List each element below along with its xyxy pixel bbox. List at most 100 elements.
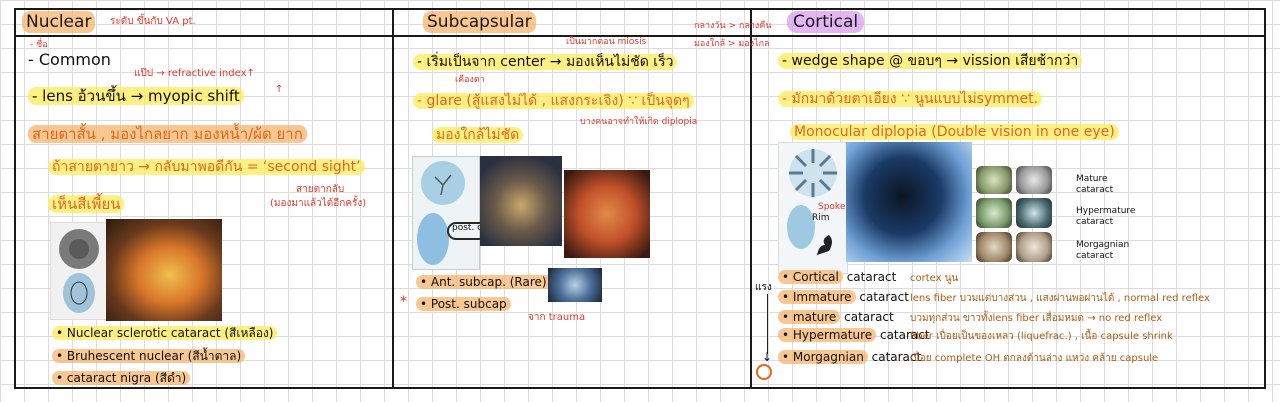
nuclear-item-1: • Nuclear sclerotic cataract (สีเหลือง) [52, 324, 278, 343]
stage-row: • Immature cataract [778, 290, 909, 304]
nuclear-title: Nuclear [22, 11, 96, 33]
cortical-title: Cortical [787, 11, 865, 33]
column-divider-1 [392, 8, 394, 389]
column-divider-2 [750, 8, 752, 389]
cortical-diplopia: Monocular diplopia (Double vision in one… [790, 124, 1119, 140]
cortical-line2: - มักมาด้วยตาเอียง ∵ นูนแบบไม่symmet. [778, 88, 1043, 110]
subcap-top-note2: กลางวัน > กลางคืน [694, 21, 772, 31]
hypermature-thumb-1 [976, 198, 1012, 228]
nuclear-second-sight: ถ้าสายตายาว → กลับมาพอดีกัน = ‘second si… [48, 156, 365, 178]
subcap-line1: - เริ่มเป็นจาก center → มองเห็นไม่ชัด เร… [413, 51, 678, 73]
stage-description: บวมทุกส่วน ขาวทั้งlens fiber เสื่อมหมด →… [910, 313, 1163, 324]
subcap-diplopia-note: บางคนอาจทำให้เกิด diplopia [580, 117, 698, 127]
cortical-diplopia-text: Monocular diplopia (Double vision in one… [790, 124, 1119, 140]
stage-description: fiber เปื่อยเป็นของเหลว (liquefrac.) , เ… [910, 331, 1173, 342]
nuclear-eye-core [69, 239, 89, 259]
nuclear-diagram-image [50, 222, 108, 320]
stage-row: • Hypermature cataract [778, 328, 930, 342]
nuclear-lens-ellipse [63, 273, 95, 313]
subcap-near-blur: มองใกล้ไม่ชัด [432, 124, 524, 146]
subcap-diagram-svg [417, 161, 465, 265]
nuclear-item-1-text: • Nuclear sclerotic cataract (สีเหลือง) [52, 326, 278, 340]
stage-name: • Morgagnian [778, 350, 868, 364]
stage-type: cataract [840, 310, 894, 324]
stage-name: • Immature [778, 290, 856, 304]
nuclear-lens-text: - lens อ้วนขึ้น → myopic shift [28, 87, 244, 105]
subcap-opacity-mark [434, 174, 452, 196]
nuclear-common: - Common [28, 50, 111, 69]
stage-type: cataract [855, 290, 909, 304]
severity-label: แรง [755, 282, 772, 293]
stage-row: • Cortical cataract [778, 270, 896, 284]
nuclear-lens-line: - lens อ้วนขึ้น → myopic shift [28, 84, 244, 108]
stage-type: cataract [842, 270, 897, 284]
stage-name: • mature [778, 310, 841, 324]
stage-name: • Cortical [778, 270, 843, 284]
mature-thumb-2 [1016, 166, 1052, 194]
nuclear-second-sight-note2: (มองมาแล้วได้อีกครั้ง) [270, 198, 367, 209]
morgagnian-thumb-2 [1016, 232, 1052, 262]
nuclear-second-sight-text: ถ้าสายตายาว → กลับมาพอดีกัน = ‘second si… [48, 159, 365, 175]
cortical-lens-ellipse [787, 205, 815, 249]
cortical-line1: - wedge shape @ ขอบๆ → vission เสียช้ากว… [778, 50, 1083, 72]
subcap-ant-text: • Ant. subcap. (Rare) → [416, 275, 565, 289]
sad-face-icon [756, 364, 772, 380]
subcap-photo-2 [564, 170, 650, 258]
hypermature-thumb-2 [1016, 198, 1052, 228]
label-hypermature: Hypermature cataract [1076, 206, 1136, 227]
stage-description: lens fiber บวมแต่บางส่วน , แสงผ่านพอผ่าน… [910, 293, 1210, 304]
stage-row: • Morgagnian cataract [778, 350, 921, 364]
subcap-asterisk: * [400, 294, 407, 310]
subcap-label-post-cap: post. cap [452, 223, 494, 233]
nuclear-lens-core [70, 281, 88, 305]
subcap-glare-line: - glare (สู้แสงไม่ได้ , แสงกระเจิง) ∵ เป… [413, 90, 694, 112]
nuclear-color-shift-text: เห็นสีเพี้ยน [48, 195, 125, 213]
stage-row: • mature cataract [778, 310, 894, 324]
nuclear-item-3-text: • cataract nigra (สีดำ) [52, 371, 191, 385]
stage-description: cortex นูน [910, 273, 959, 284]
subcap-line1-text: - เริ่มเป็นจาก center → มองเห็นไม่ชัด เร… [413, 54, 678, 70]
nuclear-second-sight-note1: สายตากลับ [296, 184, 345, 195]
cortical-shadow-shape [817, 235, 832, 255]
stage-type: cataract [867, 350, 922, 364]
stage-description: เปื่อย complete OH ตกลงด้านล่าง แหว่ง คล… [910, 353, 1159, 364]
nuclear-color-shift: เห็นสีเพี้ยน [48, 192, 125, 216]
nuclear-photo [106, 219, 222, 321]
subcap-lens-ellipse [417, 213, 449, 265]
nuclear-item-2: • Bruhescent nuclear (สีน้ำตาล) [52, 347, 246, 366]
severity-axis-line [767, 294, 768, 354]
stage-name: • Hypermature [778, 328, 877, 342]
cortical-photo [846, 142, 972, 262]
subcap-glare-text: - glare (สู้แสงไม่ได้ , แสงกระเจิง) ∵ เป… [413, 93, 694, 109]
cortical-diagram-svg [787, 149, 837, 255]
nuclear-lens-note-arrow: ↑ [275, 84, 284, 95]
subcap-photo-1 [480, 156, 562, 246]
nuclear-note: - ชื่อ [30, 40, 48, 50]
nuclear-title-note: ระดับ ขึ้นกับ VA pt. [110, 16, 196, 27]
cortical-line1-text: - wedge shape @ ขอบๆ → vission เสียช้ากว… [778, 53, 1083, 69]
subcap-trauma: จาก trauma [528, 312, 586, 323]
stage-type: cataract [876, 328, 930, 342]
subcap-post-text: • Post. subcap [416, 297, 511, 311]
cortical-label-rim: Rim [812, 213, 830, 223]
nuclear-diagram-svg [59, 229, 99, 313]
subcap-near-blur-text: มองใกล้ไม่ชัด [432, 127, 524, 143]
cortical-line2-text: - มักมาด้วยตาเอียง ∵ นูนแบบไม่symmet. [778, 91, 1043, 107]
subcap-post: • Post. subcap [416, 297, 511, 311]
header-divider [14, 35, 1266, 37]
subcap-diagram-image [412, 156, 480, 270]
nuclear-near-vision-text: สายตาสั้น , มองไกลยาก มองหน้ำ/ผ้ด ยาก [28, 125, 307, 143]
subcap-top-note1: เป็นมากตอน miosis [566, 37, 647, 47]
nuclear-item-3: • cataract nigra (สีดำ) [52, 369, 191, 388]
subcap-ant: • Ant. subcap. (Rare) → [416, 275, 565, 289]
subcap-eye-circle [421, 161, 465, 205]
severity-axis-arrow: ↓ [762, 350, 773, 364]
nuclear-item-2-text: • Bruhescent nuclear (สีน้ำตาล) [52, 349, 246, 363]
nuclear-near-vision: สายตาสั้น , มองไกลยาก มองหน้ำ/ผ้ด ยาก [28, 122, 307, 146]
subcap-top-note3: มองใกล้ > มองไกล [694, 39, 770, 49]
subcap-ant-photo [548, 268, 602, 302]
cortical-diagram-image [778, 142, 848, 274]
label-mature: Mature cataract [1076, 174, 1114, 195]
mature-thumb-1 [976, 166, 1012, 194]
subcapsular-title: Subcapsular [423, 11, 536, 33]
